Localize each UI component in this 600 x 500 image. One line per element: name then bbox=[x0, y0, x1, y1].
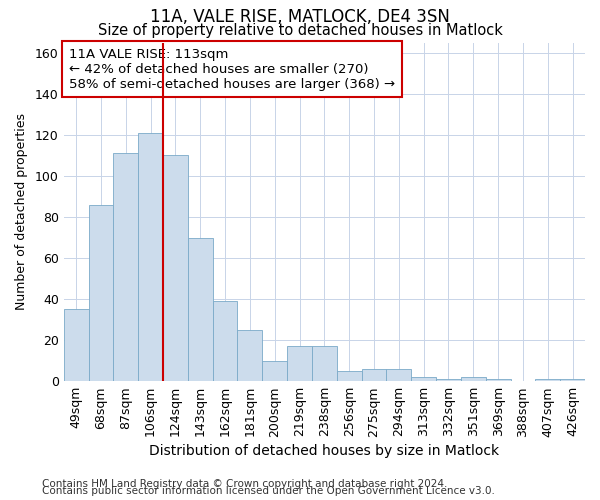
Text: 11A VALE RISE: 113sqm
← 42% of detached houses are smaller (270)
58% of semi-det: 11A VALE RISE: 113sqm ← 42% of detached … bbox=[69, 48, 395, 90]
Bar bbox=[212, 301, 238, 381]
Text: Size of property relative to detached houses in Matlock: Size of property relative to detached ho… bbox=[98, 22, 502, 38]
Bar bbox=[461, 377, 486, 381]
Bar bbox=[188, 238, 212, 381]
Bar bbox=[287, 346, 312, 381]
Bar bbox=[436, 379, 461, 381]
Text: Contains public sector information licensed under the Open Government Licence v3: Contains public sector information licen… bbox=[42, 486, 495, 496]
Text: Contains HM Land Registry data © Crown copyright and database right 2024.: Contains HM Land Registry data © Crown c… bbox=[42, 479, 448, 489]
Bar bbox=[262, 360, 287, 381]
Bar bbox=[411, 377, 436, 381]
Bar bbox=[560, 379, 585, 381]
Bar bbox=[89, 204, 113, 381]
Bar bbox=[238, 330, 262, 381]
Y-axis label: Number of detached properties: Number of detached properties bbox=[15, 114, 28, 310]
Text: 11A, VALE RISE, MATLOCK, DE4 3SN: 11A, VALE RISE, MATLOCK, DE4 3SN bbox=[150, 8, 450, 26]
Bar bbox=[113, 154, 138, 381]
Bar bbox=[312, 346, 337, 381]
Bar bbox=[386, 369, 411, 381]
Bar bbox=[138, 133, 163, 381]
Bar bbox=[337, 371, 362, 381]
Bar bbox=[163, 156, 188, 381]
Bar bbox=[486, 379, 511, 381]
X-axis label: Distribution of detached houses by size in Matlock: Distribution of detached houses by size … bbox=[149, 444, 499, 458]
Bar bbox=[362, 369, 386, 381]
Bar bbox=[535, 379, 560, 381]
Bar bbox=[64, 310, 89, 381]
